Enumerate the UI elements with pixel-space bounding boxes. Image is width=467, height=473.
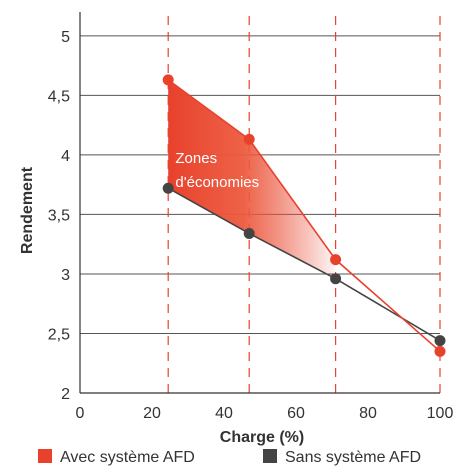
data-point xyxy=(330,273,342,285)
savings-annotation: Zones xyxy=(175,150,217,167)
y-tick-label: 3 xyxy=(61,267,70,284)
legend-swatch xyxy=(263,449,277,463)
y-tick-label: 2,5 xyxy=(48,326,70,343)
savings-annotation: d'économies xyxy=(175,174,259,191)
text-layer: 2 2,5 3 3,5 4 4,5 5 0 20 40 60 80 100 Zones d'économie… xyxy=(19,29,453,446)
data-point xyxy=(434,345,446,357)
y-axis-title: Rendement xyxy=(19,166,36,254)
legend: Avec système AFD Sans système AFD xyxy=(38,449,421,466)
data-point xyxy=(243,227,255,239)
savings-area xyxy=(168,79,336,279)
x-axis-title: Charge (%) xyxy=(220,429,304,446)
data-point xyxy=(434,335,446,347)
x-tick-label: 80 xyxy=(359,405,377,422)
x-tick-label: 0 xyxy=(76,405,85,422)
legend-label: Sans système AFD xyxy=(285,449,421,466)
series-line xyxy=(167,79,441,352)
axis-layer xyxy=(79,12,440,394)
data-point xyxy=(162,182,174,194)
y-tick-label: 4,5 xyxy=(48,88,70,105)
savings-area-layer xyxy=(168,79,336,279)
y-tick-label: 4 xyxy=(61,148,70,165)
x-tick-label: 20 xyxy=(143,405,161,422)
legend-label: Avec système AFD xyxy=(60,449,195,466)
series-line xyxy=(167,187,441,342)
y-tick-label: 3,5 xyxy=(48,207,70,224)
series-layer xyxy=(162,74,446,357)
y-tick-label: 5 xyxy=(61,29,70,46)
legend-swatch xyxy=(38,449,52,463)
x-tick-label: 100 xyxy=(427,405,454,422)
data-point xyxy=(330,254,342,266)
data-point xyxy=(162,74,174,86)
x-tick-label: 40 xyxy=(215,405,233,422)
x-tick-label: 60 xyxy=(287,405,305,422)
data-point xyxy=(243,133,255,145)
y-tick-label: 2 xyxy=(61,386,70,403)
